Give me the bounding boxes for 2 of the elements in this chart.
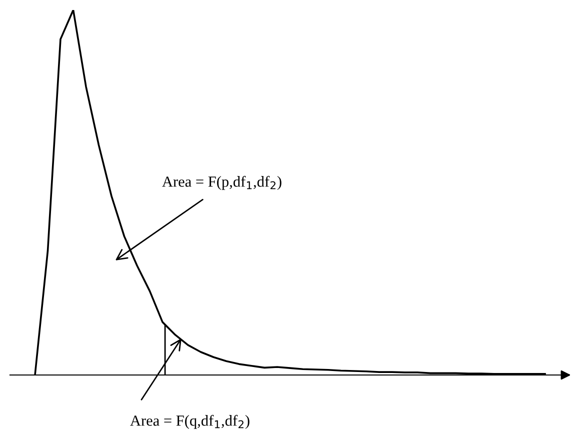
annotation: Area = F(p,df$_{1}$,df$_{2}$) xyxy=(162,176,282,190)
text: Area = F(q,df$_{1}$,df$_{2}$) xyxy=(130,414,250,429)
